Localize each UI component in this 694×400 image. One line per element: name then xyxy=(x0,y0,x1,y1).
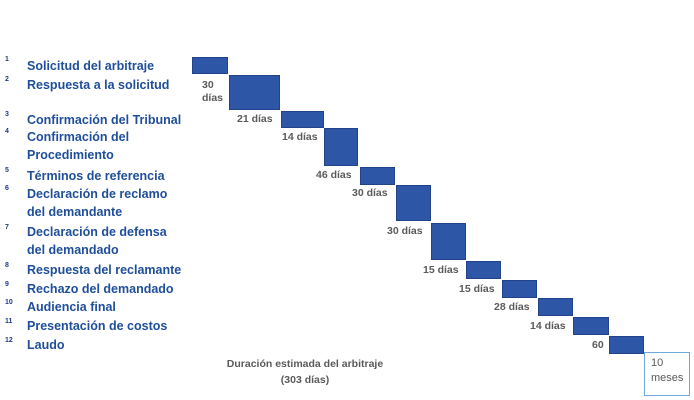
task-label: Respuesta a la solicitud xyxy=(27,78,170,92)
date-label-11: 4 sept 2021 xyxy=(577,8,601,48)
task-duration: 14 días xyxy=(530,320,566,332)
task-duration: 30 días xyxy=(387,225,423,237)
task-bar xyxy=(229,75,280,110)
task-bar xyxy=(396,185,431,221)
task-bar xyxy=(281,111,324,128)
task-number: 2 xyxy=(5,76,9,83)
task-duration: 60 xyxy=(592,339,604,351)
task-number: 5 xyxy=(5,167,9,174)
task-number: 3 xyxy=(5,111,9,118)
task-label: Presentación de costos xyxy=(27,319,168,333)
task-label: Laudo xyxy=(27,338,65,352)
date-label-5: 25 abril 2021 xyxy=(363,8,387,48)
task-duration: 30 días xyxy=(202,79,224,104)
task-number: 7 xyxy=(5,224,9,231)
date-label-8: 9 jul 2021 xyxy=(470,8,494,34)
date-label-2: 3 feb 2021 xyxy=(232,8,257,34)
task-number: 1 xyxy=(5,56,9,63)
task-duration: 14 días xyxy=(282,131,318,143)
task-label: Respuesta del reclamante xyxy=(27,263,182,277)
task-label: Audiencia final xyxy=(27,300,116,314)
task-label: Declaración de defensa del demandado xyxy=(27,225,167,257)
date-label-10: 21 agos 2021 xyxy=(541,8,566,48)
task-number: 9 xyxy=(5,281,9,288)
task-label: Solicitud del arbitraje xyxy=(27,59,155,73)
task-bar xyxy=(431,223,466,260)
date-label-1: 4 enero 2021 xyxy=(196,8,225,48)
task-duration: 21 días xyxy=(237,113,273,125)
task-label: Declaración de reclamo del demandante xyxy=(27,187,168,219)
task-duration: 15 días xyxy=(423,264,459,276)
task-bar xyxy=(466,261,501,279)
task-bar xyxy=(324,128,358,166)
date-label-3: 24 feb 2021 xyxy=(283,8,314,34)
task-duration: 30 días xyxy=(352,187,388,199)
task-number: 10 xyxy=(5,299,13,306)
task-bar xyxy=(192,57,228,74)
task-bar xyxy=(609,336,644,354)
task-number: 8 xyxy=(5,262,9,269)
task-bar xyxy=(360,167,395,185)
date-label-9: 24 jul 2021 xyxy=(505,8,529,48)
task-bar xyxy=(538,298,573,316)
estimated-duration: Duración estimada del arbitraje (303 día… xyxy=(226,358,384,386)
task-bar xyxy=(573,317,609,335)
months-box: 10 meses xyxy=(644,352,690,396)
date-label-12: 3 nov 2021 xyxy=(612,8,636,48)
task-duration: 15 días xyxy=(459,283,495,295)
task-number: 11 xyxy=(5,318,13,325)
date-label-6: 25 may 2021 xyxy=(399,8,423,48)
task-label: Confirmación del Tribunal xyxy=(27,113,182,127)
task-label: Rechazo del demandado xyxy=(27,282,174,296)
task-number: 4 xyxy=(5,128,9,135)
task-number: 12 xyxy=(5,337,13,344)
date-label-7: 24 jun 2021 xyxy=(434,8,458,48)
task-bar xyxy=(502,280,537,298)
task-duration: 46 días xyxy=(316,169,352,181)
task-label: Términos de referencia xyxy=(27,169,165,183)
date-label-4: 10 mar 2021 xyxy=(328,8,352,48)
task-number: 6 xyxy=(5,185,9,192)
task-label: Confirmación del Procedimiento xyxy=(27,130,130,162)
task-duration: 28 días xyxy=(494,301,530,313)
